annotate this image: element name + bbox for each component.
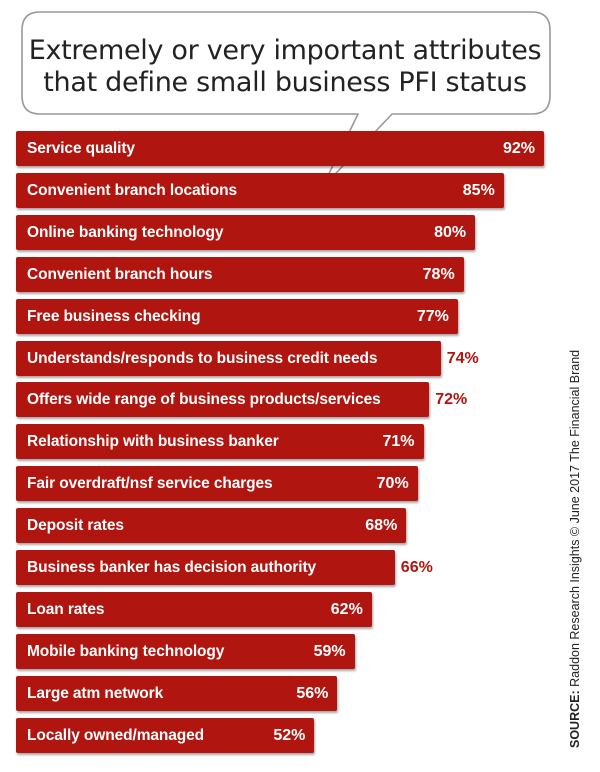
chart-title-line-2: that define small business PFI status	[43, 67, 527, 98]
bar-category-label: Large atm network	[27, 684, 164, 702]
bar-value-label: 72%	[435, 391, 468, 409]
source-note: SOURCE: Raddon Research Insights © June …	[568, 350, 582, 748]
bar: Understands/responds to business credit …	[16, 340, 479, 376]
bar-category-label: Loan rates	[27, 600, 105, 618]
source-text: Raddon Research Insights © June 2017 The…	[568, 349, 582, 687]
bar-value-label: 59%	[313, 642, 346, 660]
bar-category-label: Business banker has decision authority	[27, 559, 317, 576]
bar: Loan rates 62%	[16, 591, 372, 627]
bar-value-label: 74%	[446, 349, 479, 367]
bar: Relationship with business banker 71%	[16, 424, 424, 460]
bar-value-label: 52%	[273, 726, 306, 744]
bar-category-label: Fair overdraft/nsf service charges	[27, 475, 273, 493]
bar-category-label: Online banking technology	[27, 223, 224, 241]
bar-category-label: Understands/responds to business credit …	[27, 349, 378, 367]
bar: Business banker has decision authority 66…	[16, 550, 433, 585]
bar-category-label: Free business checking	[27, 307, 201, 325]
bar: Online banking technology 80%	[16, 214, 476, 250]
bar-value-label: 56%	[296, 684, 329, 702]
bar-value-label: 78%	[422, 265, 455, 283]
bar-value-label: 68%	[365, 517, 398, 535]
bar-value-label: 85%	[462, 181, 495, 199]
bar-value-label: 77%	[416, 307, 449, 325]
chart-title-line-1: Extremely or very important attributes	[28, 35, 542, 66]
bar: Fair overdraft/nsf service charges 70%	[16, 466, 418, 502]
bar-value-label: 66%	[400, 559, 433, 576]
bar-value-label: 92%	[502, 140, 535, 157]
bar: Mobile banking technology 59%	[16, 633, 355, 669]
bar: Convenient branch hours 78%	[16, 256, 464, 292]
bar-category-label: Service quality	[27, 140, 135, 157]
bar-value-label: 62%	[330, 600, 363, 618]
bar: Convenient branch locations 85%	[16, 172, 504, 208]
bar: Locally owned/managed 52%	[16, 717, 315, 753]
bar-category-label: Convenient branch locations	[27, 181, 238, 199]
bar-value-label: 71%	[382, 433, 415, 451]
source-label: SOURCE:	[568, 690, 582, 748]
bar: Service quality 92%	[16, 131, 544, 166]
bar-category-label: Offers wide range of business products/s…	[27, 391, 381, 409]
bar-category-label: Mobile banking technology	[27, 642, 225, 660]
bar-category-label: Convenient branch hours	[27, 265, 213, 283]
bar-value-label: 80%	[434, 223, 467, 241]
bar-category-label: Deposit rates	[27, 517, 124, 535]
bar-category-label: Locally owned/managed	[27, 726, 205, 744]
bar: Deposit rates 68%	[16, 508, 407, 544]
bar: Free business checking 77%	[16, 298, 458, 334]
bar: Offers wide range of business products/s…	[16, 382, 467, 418]
bar-value-label: 70%	[376, 475, 409, 493]
bar: Large atm network 56%	[16, 675, 338, 711]
bar-category-label: Relationship with business banker	[27, 433, 279, 451]
